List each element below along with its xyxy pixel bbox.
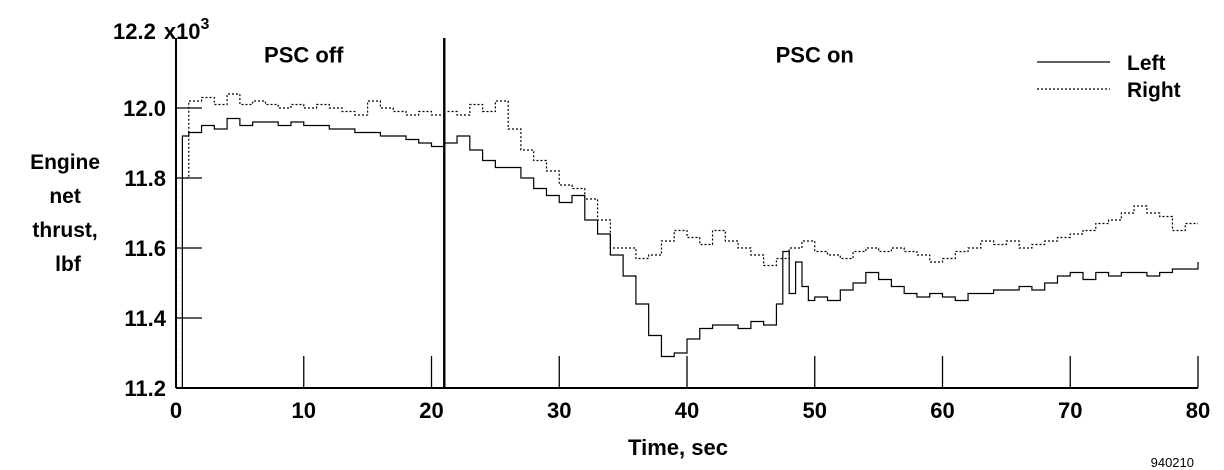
x-tick-label: 0 <box>170 398 182 423</box>
x-tick-label: 50 <box>803 398 827 423</box>
series-left <box>176 117 1199 389</box>
y-tick-label: 11.4 <box>124 306 166 331</box>
y-multiplier-label: 12.2 x103 <box>113 16 210 44</box>
series-group <box>176 93 1199 389</box>
x-tick-label: 20 <box>419 398 443 423</box>
series-right <box>176 93 1198 389</box>
y-tick-label: 11.2 <box>124 376 166 401</box>
x-tick-label: 60 <box>930 398 954 423</box>
x-tick-label: 80 <box>1186 398 1210 423</box>
x-axis-title: Time, sec <box>628 435 728 460</box>
y-tick-label: 12.0 <box>123 96 166 121</box>
x-tick-label: 70 <box>1058 398 1082 423</box>
annotation-psc-off: PSC off <box>264 43 344 68</box>
x-tick-label: 10 <box>292 398 316 423</box>
x-tick-label: 40 <box>675 398 699 423</box>
figure-id: 940210 <box>1151 455 1194 470</box>
x-tick-label: 30 <box>547 398 571 423</box>
y-axis-title: Engine net thrust, lbf <box>30 151 106 276</box>
tick-group: 0 10 20 30 40 50 60 70 80 11.2 11.4 11.6 11.8 12.0 <box>123 96 1210 423</box>
legend-label-right: Right <box>1127 79 1181 102</box>
legend: Left Right <box>1037 52 1181 102</box>
annotation-psc-on: PSC on <box>776 43 854 68</box>
y-tick-label: 11.8 <box>124 166 166 191</box>
y-tick-label: 11.6 <box>124 236 166 261</box>
legend-label-left: Left <box>1127 52 1166 75</box>
